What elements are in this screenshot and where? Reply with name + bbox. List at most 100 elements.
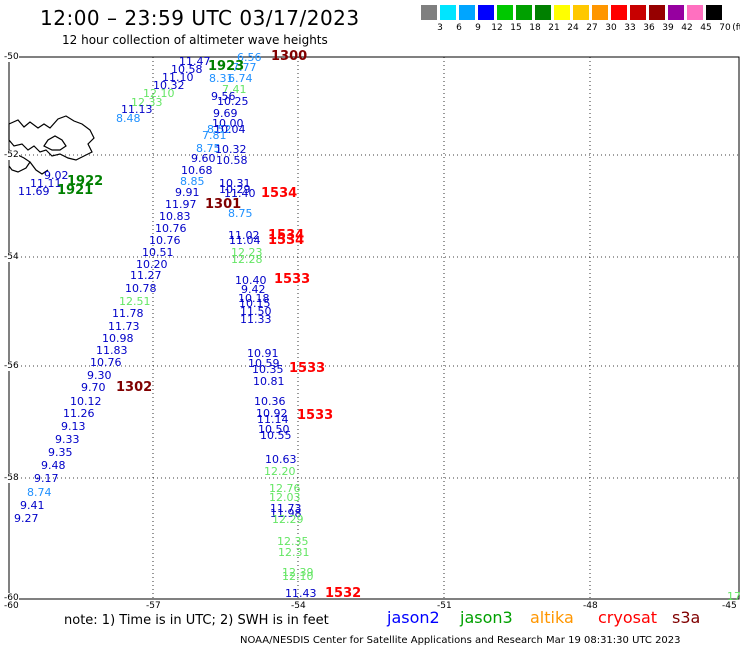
colorbar-swatch (668, 5, 684, 20)
wave-height-label: 10.55 (260, 429, 292, 442)
wave-height-label: 12.28 (231, 253, 263, 266)
lon-tick: -57 (146, 601, 161, 611)
wave-height-label: 10.98 (102, 332, 134, 345)
chart-subtitle: 12 hour collection of altimeter wave hei… (62, 33, 328, 47)
colorbar-swatch (573, 5, 589, 20)
wave-height-label: 10.32 (153, 79, 185, 92)
wave-height-label: 12.10 (282, 570, 314, 583)
wave-height-label: 9.27 (14, 512, 39, 525)
wave-height-label: 10.76 (149, 234, 181, 247)
legend-altika: altika (530, 608, 574, 627)
wave-height-label: 11.78 (112, 307, 144, 320)
wave-height-label: 7.81 (202, 129, 227, 142)
credit-line: NOAA/NESDIS Center for Satellite Applica… (240, 635, 681, 646)
wave-height-label: 11.33 (240, 313, 272, 326)
wave-height-label: 10.35 (252, 363, 284, 376)
wave-height-label: 10.15 (239, 297, 271, 310)
colorbar-label: 30 (605, 23, 617, 33)
wave-height-label: 8.85 (180, 175, 205, 188)
wave-height-label: 9.02 (44, 169, 69, 182)
lat-tick: -56 (4, 361, 19, 371)
pass-number-label: 1301 (205, 197, 242, 212)
pass-number-label: 1300 (271, 49, 308, 64)
colorbar-label: 24 (567, 23, 579, 33)
colorbar-label: 12 (491, 23, 503, 33)
wave-height-label: 10.25 (217, 95, 249, 108)
wave-height-label: 10.63 (265, 453, 297, 466)
legend-s3a: s3a (672, 608, 701, 627)
wave-height-label: 12.29 (272, 513, 304, 526)
wave-height-label: 6.56 (237, 51, 262, 64)
lon-tick: -48 (583, 601, 598, 611)
wave-height-label: 7.77 (232, 61, 257, 74)
colorbar-swatch (611, 5, 627, 20)
lat-tick: -58 (4, 473, 19, 483)
colorbar-label: 33 (624, 23, 636, 33)
colorbar-swatch (478, 5, 494, 20)
colorbar-swatch (649, 5, 665, 20)
wave-height-label: 10.58 (171, 63, 203, 76)
chart-title: 12:00 – 23:59 UTC 03/17/2023 (40, 6, 360, 30)
wave-height-label: 9.56 (211, 90, 236, 103)
wave-height-label: 11.50 (240, 305, 272, 318)
pass-number-label: 1533 (297, 408, 334, 423)
pass-number-label: 1532 (325, 586, 362, 601)
map-frame (8, 56, 740, 600)
colorbar-label: 36 (643, 23, 655, 33)
wave-height-label: 8.75 (228, 207, 253, 220)
colorbar-label: 18 (529, 23, 541, 33)
pass-number-label: 1302 (116, 380, 153, 395)
wave-height-label: 9.70 (81, 381, 106, 394)
colorbar-swatch (516, 5, 532, 20)
wave-height-label: 10.12 (70, 395, 102, 408)
wave-height-label: 11.47 (179, 55, 211, 68)
wave-height-label: 12.10 (143, 87, 175, 100)
pass-number-label: 1534 (268, 228, 305, 243)
pass-number-label: 1533 (274, 272, 311, 287)
wave-height-label: 12.20 (264, 465, 296, 478)
wave-height-label: 8.75 (196, 142, 221, 155)
lat-tick: -54 (4, 252, 19, 262)
wave-height-label: 11.02 (228, 229, 260, 242)
wave-height-label: 12.33 (131, 96, 163, 109)
lat-tick: -50 (4, 52, 19, 62)
wave-height-label: 12.31 (278, 546, 310, 559)
colorbar-label: 6 (456, 23, 462, 33)
wave-height-label: 10.50 (258, 423, 290, 436)
wave-height-label: 11.11 (30, 177, 62, 190)
wave-height-label: 9.30 (87, 369, 112, 382)
wave-height-label: 12.76 (269, 482, 301, 495)
wave-height-label: 10.91 (247, 347, 279, 360)
wave-height-label: 10.81 (253, 375, 285, 388)
wave-height-label: 11.97 (165, 198, 197, 211)
colorbar-label: 39 (662, 23, 674, 33)
pass-number-label: 1922 (67, 174, 104, 189)
colorbar-swatch (535, 5, 551, 20)
wave-height-label: 10.76 (90, 356, 122, 369)
wave-height-label: 11.04 (229, 234, 261, 247)
colorbar-swatch (687, 5, 703, 20)
lon-tick: -45 (722, 601, 737, 611)
wave-height-label: 11.43 (285, 587, 317, 600)
colorbar-swatch (459, 5, 475, 20)
colorbar-swatch (421, 5, 437, 20)
colorbar-label: 21 (548, 23, 560, 33)
wave-height-label: 11.26 (63, 407, 95, 420)
wave-height-label: 9.17 (34, 472, 59, 485)
wave-height-label: 12.35 (277, 535, 309, 548)
wave-height-label: 6.74 (228, 72, 253, 85)
pass-number-label: 1921 (57, 183, 94, 198)
wave-height-label: 10.51 (142, 246, 174, 259)
colorbar-label: 9 (475, 23, 481, 33)
pass-number-label: 1534 (268, 233, 305, 248)
footnote: note: 1) Time is in UTC; 2) SWH is in fe… (64, 613, 329, 628)
wave-height-label: 10.36 (254, 395, 286, 408)
wave-height-label: 10.31 (219, 177, 251, 190)
colorbar-label: 42 (681, 23, 693, 33)
wave-height-label: 8.31 (209, 72, 234, 85)
colorbar-label: 45 (700, 23, 712, 33)
lon-tick: -60 (4, 601, 19, 611)
legend-jason3: jason3 (460, 608, 513, 627)
wave-height-label: 10.29 (219, 183, 251, 196)
